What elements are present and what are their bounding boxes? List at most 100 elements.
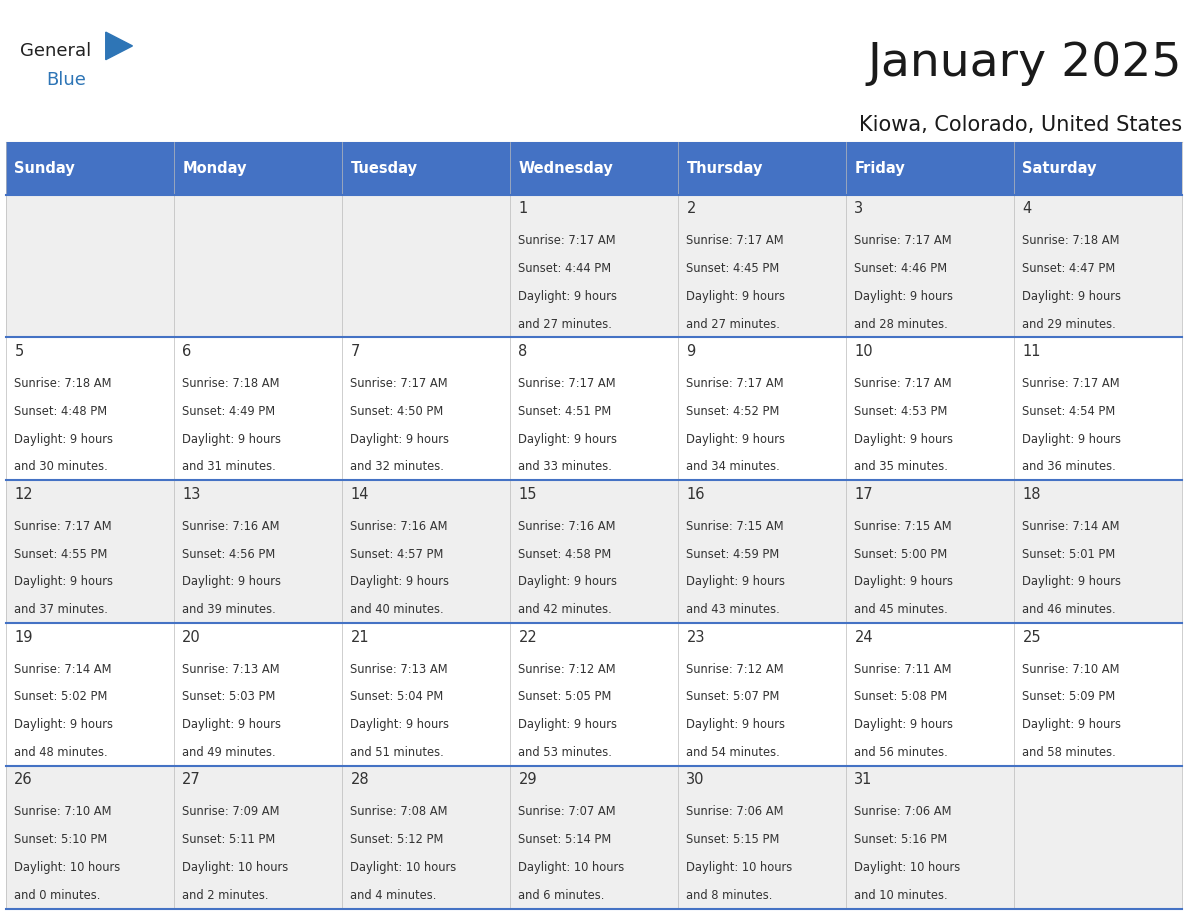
Text: Sunday: Sunday	[14, 161, 75, 176]
Text: 15: 15	[518, 487, 537, 502]
Text: Sunrise: 7:13 AM: Sunrise: 7:13 AM	[350, 663, 448, 676]
Text: Sunrise: 7:10 AM: Sunrise: 7:10 AM	[1023, 663, 1120, 676]
Text: Sunrise: 7:17 AM: Sunrise: 7:17 AM	[518, 377, 617, 390]
Text: Sunrise: 7:15 AM: Sunrise: 7:15 AM	[687, 520, 784, 532]
Bar	[678, 480, 846, 623]
Text: Sunrise: 7:14 AM: Sunrise: 7:14 AM	[1023, 520, 1120, 532]
Bar	[6, 623, 173, 766]
Text: Sunrise: 7:15 AM: Sunrise: 7:15 AM	[854, 520, 952, 532]
Text: January 2025: January 2025	[867, 41, 1182, 86]
Text: Sunset: 5:02 PM: Sunset: 5:02 PM	[14, 690, 108, 703]
Text: 31: 31	[854, 772, 873, 788]
Bar	[846, 338, 1015, 480]
Text: Sunrise: 7:17 AM: Sunrise: 7:17 AM	[687, 377, 784, 390]
Text: Sunrise: 7:14 AM: Sunrise: 7:14 AM	[14, 663, 112, 676]
Text: Monday: Monday	[183, 161, 247, 176]
Text: Daylight: 9 hours: Daylight: 9 hours	[518, 718, 618, 732]
Bar	[510, 766, 678, 909]
Text: 20: 20	[183, 630, 201, 644]
Text: Sunset: 4:49 PM: Sunset: 4:49 PM	[183, 405, 276, 418]
Text: 7: 7	[350, 344, 360, 359]
Text: 11: 11	[1023, 344, 1041, 359]
Text: Sunrise: 7:18 AM: Sunrise: 7:18 AM	[1023, 234, 1120, 247]
Text: Daylight: 9 hours: Daylight: 9 hours	[687, 290, 785, 303]
Text: Friday: Friday	[854, 161, 905, 176]
Bar	[678, 766, 846, 909]
Text: Daylight: 9 hours: Daylight: 9 hours	[1023, 432, 1121, 445]
Text: Sunset: 4:51 PM: Sunset: 4:51 PM	[518, 405, 612, 418]
Text: Daylight: 9 hours: Daylight: 9 hours	[183, 576, 282, 588]
Text: Sunset: 4:55 PM: Sunset: 4:55 PM	[14, 548, 108, 561]
Bar	[846, 480, 1015, 623]
Text: 8: 8	[518, 344, 527, 359]
Text: Sunset: 5:01 PM: Sunset: 5:01 PM	[1023, 548, 1116, 561]
Text: 17: 17	[854, 487, 873, 502]
Text: Sunrise: 7:06 AM: Sunrise: 7:06 AM	[687, 805, 784, 819]
Text: and 28 minutes.: and 28 minutes.	[854, 318, 948, 330]
Text: 29: 29	[518, 772, 537, 788]
Text: and 45 minutes.: and 45 minutes.	[854, 603, 948, 616]
Text: 4: 4	[1023, 201, 1031, 216]
Bar	[173, 195, 342, 338]
Text: Sunrise: 7:18 AM: Sunrise: 7:18 AM	[183, 377, 280, 390]
Text: Daylight: 10 hours: Daylight: 10 hours	[350, 861, 456, 874]
Text: Sunset: 4:52 PM: Sunset: 4:52 PM	[687, 405, 779, 418]
Text: 9: 9	[687, 344, 696, 359]
Text: General: General	[20, 41, 91, 60]
Text: Blue: Blue	[46, 71, 87, 89]
Text: 3: 3	[854, 201, 864, 216]
Text: Sunset: 4:47 PM: Sunset: 4:47 PM	[1023, 262, 1116, 275]
Text: Sunset: 4:48 PM: Sunset: 4:48 PM	[14, 405, 107, 418]
Text: and 30 minutes.: and 30 minutes.	[14, 461, 108, 474]
Text: and 46 minutes.: and 46 minutes.	[1023, 603, 1116, 616]
Text: and 58 minutes.: and 58 minutes.	[1023, 746, 1117, 759]
Text: Daylight: 9 hours: Daylight: 9 hours	[350, 432, 449, 445]
Bar	[1015, 142, 1182, 195]
Bar	[1015, 766, 1182, 909]
Text: and 56 minutes.: and 56 minutes.	[854, 746, 948, 759]
Bar	[1015, 338, 1182, 480]
Text: Daylight: 9 hours: Daylight: 9 hours	[1023, 718, 1121, 732]
Bar	[1015, 480, 1182, 623]
Text: Wednesday: Wednesday	[518, 161, 613, 176]
Bar	[173, 142, 342, 195]
Bar	[6, 142, 173, 195]
Text: and 42 minutes.: and 42 minutes.	[518, 603, 612, 616]
Text: Saturday: Saturday	[1023, 161, 1097, 176]
Bar	[342, 338, 510, 480]
Text: 24: 24	[854, 630, 873, 644]
Text: Sunset: 5:14 PM: Sunset: 5:14 PM	[518, 834, 612, 846]
Text: Daylight: 9 hours: Daylight: 9 hours	[687, 576, 785, 588]
Text: Sunrise: 7:13 AM: Sunrise: 7:13 AM	[183, 663, 280, 676]
Text: Sunset: 5:09 PM: Sunset: 5:09 PM	[1023, 690, 1116, 703]
Text: and 27 minutes.: and 27 minutes.	[518, 318, 612, 330]
Text: Sunset: 4:50 PM: Sunset: 4:50 PM	[350, 405, 443, 418]
Bar	[173, 766, 342, 909]
Text: and 37 minutes.: and 37 minutes.	[14, 603, 108, 616]
Text: 18: 18	[1023, 487, 1041, 502]
Text: and 39 minutes.: and 39 minutes.	[183, 603, 276, 616]
Text: Sunset: 4:59 PM: Sunset: 4:59 PM	[687, 548, 779, 561]
Text: 27: 27	[183, 772, 201, 788]
Text: Daylight: 9 hours: Daylight: 9 hours	[183, 718, 282, 732]
Text: Sunset: 5:07 PM: Sunset: 5:07 PM	[687, 690, 779, 703]
Text: Sunrise: 7:17 AM: Sunrise: 7:17 AM	[854, 234, 952, 247]
Text: and 36 minutes.: and 36 minutes.	[1023, 461, 1117, 474]
Text: 23: 23	[687, 630, 704, 644]
Bar	[678, 623, 846, 766]
Text: Daylight: 9 hours: Daylight: 9 hours	[854, 432, 954, 445]
Text: Sunrise: 7:18 AM: Sunrise: 7:18 AM	[14, 377, 112, 390]
Text: Kiowa, Colorado, United States: Kiowa, Colorado, United States	[859, 115, 1182, 135]
Text: 30: 30	[687, 772, 704, 788]
Text: Daylight: 10 hours: Daylight: 10 hours	[518, 861, 625, 874]
Text: 6: 6	[183, 344, 191, 359]
Text: and 29 minutes.: and 29 minutes.	[1023, 318, 1117, 330]
Bar	[342, 623, 510, 766]
Text: Daylight: 9 hours: Daylight: 9 hours	[518, 576, 618, 588]
Text: Daylight: 10 hours: Daylight: 10 hours	[14, 861, 121, 874]
Text: and 49 minutes.: and 49 minutes.	[183, 746, 276, 759]
Text: Sunrise: 7:10 AM: Sunrise: 7:10 AM	[14, 805, 112, 819]
Text: Sunrise: 7:17 AM: Sunrise: 7:17 AM	[687, 234, 784, 247]
Text: Sunrise: 7:17 AM: Sunrise: 7:17 AM	[854, 377, 952, 390]
Text: Sunrise: 7:17 AM: Sunrise: 7:17 AM	[350, 377, 448, 390]
